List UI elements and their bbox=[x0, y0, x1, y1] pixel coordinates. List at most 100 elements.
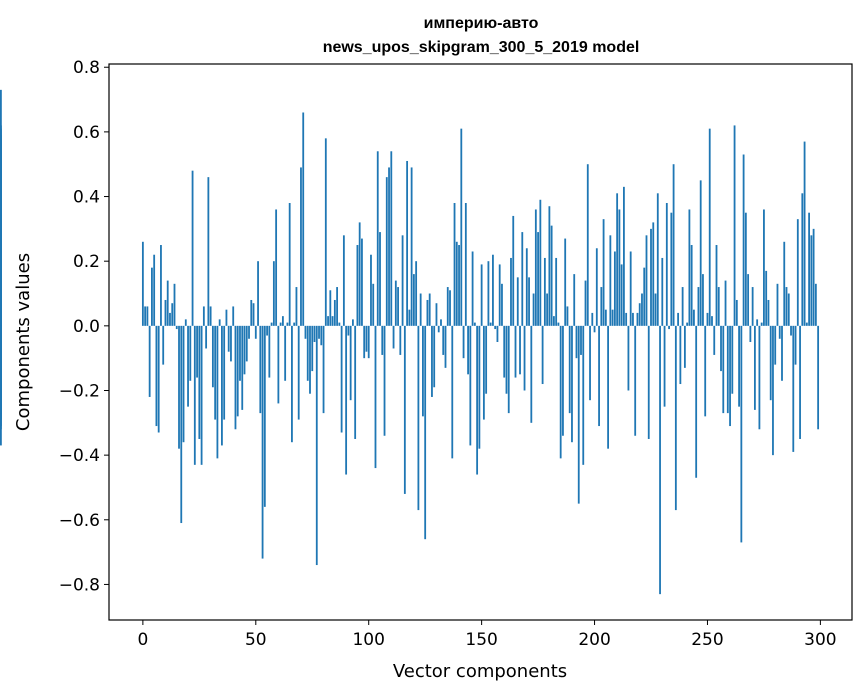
bar bbox=[724, 280, 727, 326]
bar bbox=[315, 325, 318, 566]
bar bbox=[270, 322, 273, 326]
bar bbox=[598, 325, 600, 427]
bar bbox=[178, 325, 180, 449]
bar bbox=[690, 245, 693, 326]
bar bbox=[577, 325, 580, 504]
x-axis-label: Vector components bbox=[393, 661, 567, 682]
bar bbox=[175, 325, 178, 330]
bar bbox=[193, 325, 196, 465]
bar bbox=[674, 325, 677, 511]
bar bbox=[144, 306, 147, 326]
bar bbox=[453, 203, 456, 326]
bar bbox=[449, 290, 451, 326]
bar bbox=[311, 325, 314, 372]
bar bbox=[702, 274, 704, 326]
bar bbox=[492, 254, 494, 326]
bar bbox=[347, 325, 350, 336]
bar bbox=[539, 199, 542, 326]
bar bbox=[173, 283, 176, 326]
bar bbox=[460, 128, 463, 326]
bar bbox=[489, 322, 492, 326]
bar bbox=[699, 180, 702, 326]
bar bbox=[223, 325, 226, 420]
y-axis-ticks: −0.8 −0.6 −0.4 −0.2 0.0 0.2 0.4 0.6 0.8 bbox=[59, 58, 109, 595]
bar bbox=[670, 212, 673, 326]
bar bbox=[571, 325, 573, 443]
bar bbox=[519, 325, 521, 375]
bar bbox=[763, 209, 765, 326]
bar bbox=[446, 287, 449, 326]
bar bbox=[0, 325, 2, 414]
bar bbox=[772, 325, 774, 456]
y-tick-label: −0.2 bbox=[59, 381, 100, 401]
bar bbox=[0, 89, 2, 326]
bar bbox=[408, 309, 411, 326]
bar bbox=[611, 309, 614, 326]
bar bbox=[234, 325, 237, 430]
bar bbox=[263, 325, 266, 507]
bar bbox=[230, 325, 232, 362]
bar bbox=[401, 235, 404, 326]
bar bbox=[153, 254, 156, 326]
bar bbox=[589, 325, 591, 401]
bar bbox=[677, 312, 680, 326]
bar bbox=[767, 299, 770, 326]
bar bbox=[277, 325, 280, 404]
bar bbox=[232, 306, 235, 326]
bar bbox=[738, 325, 740, 407]
bar bbox=[643, 267, 646, 326]
bar bbox=[476, 325, 479, 475]
y-tick-label: 0.4 bbox=[73, 188, 100, 208]
bar bbox=[715, 245, 718, 326]
bar bbox=[424, 325, 427, 540]
bar bbox=[0, 290, 2, 326]
bar bbox=[374, 325, 377, 469]
bar bbox=[814, 283, 817, 326]
bar bbox=[361, 238, 363, 326]
x-tick-label: 100 bbox=[352, 630, 384, 650]
bar bbox=[236, 325, 239, 417]
bar bbox=[390, 151, 393, 326]
bar bbox=[426, 299, 429, 326]
x-tick-label: 250 bbox=[691, 630, 723, 650]
bar bbox=[817, 325, 820, 430]
bar bbox=[618, 209, 621, 326]
bar bbox=[216, 325, 219, 459]
bar bbox=[647, 325, 650, 439]
bar bbox=[521, 232, 524, 326]
bar bbox=[367, 325, 370, 359]
bar bbox=[528, 277, 530, 326]
bar bbox=[595, 248, 598, 326]
bar bbox=[496, 325, 499, 342]
bar bbox=[541, 325, 544, 385]
bars-group bbox=[0, 89, 820, 595]
bar bbox=[634, 325, 637, 436]
y-tick-label: −0.8 bbox=[59, 575, 100, 595]
bar bbox=[397, 287, 399, 326]
x-tick-label: 200 bbox=[578, 630, 610, 650]
bar bbox=[385, 177, 388, 326]
bar bbox=[760, 322, 763, 326]
bar bbox=[562, 325, 564, 436]
bar bbox=[417, 325, 420, 511]
bar bbox=[286, 322, 289, 326]
bar bbox=[525, 248, 528, 326]
bar bbox=[442, 325, 445, 355]
bar bbox=[744, 212, 747, 326]
bar bbox=[358, 222, 361, 326]
y-tick-label: 0.8 bbox=[73, 58, 100, 78]
y-tick-label: 0.6 bbox=[73, 123, 100, 143]
bar bbox=[365, 325, 368, 352]
bar bbox=[171, 303, 174, 326]
bar bbox=[141, 241, 144, 326]
bar bbox=[503, 325, 506, 378]
bar bbox=[720, 325, 722, 372]
bar bbox=[722, 325, 725, 414]
bar bbox=[729, 325, 731, 427]
bar bbox=[672, 164, 675, 326]
bar bbox=[652, 222, 655, 326]
bar bbox=[324, 138, 327, 326]
bar bbox=[157, 325, 160, 433]
bar bbox=[604, 309, 607, 326]
